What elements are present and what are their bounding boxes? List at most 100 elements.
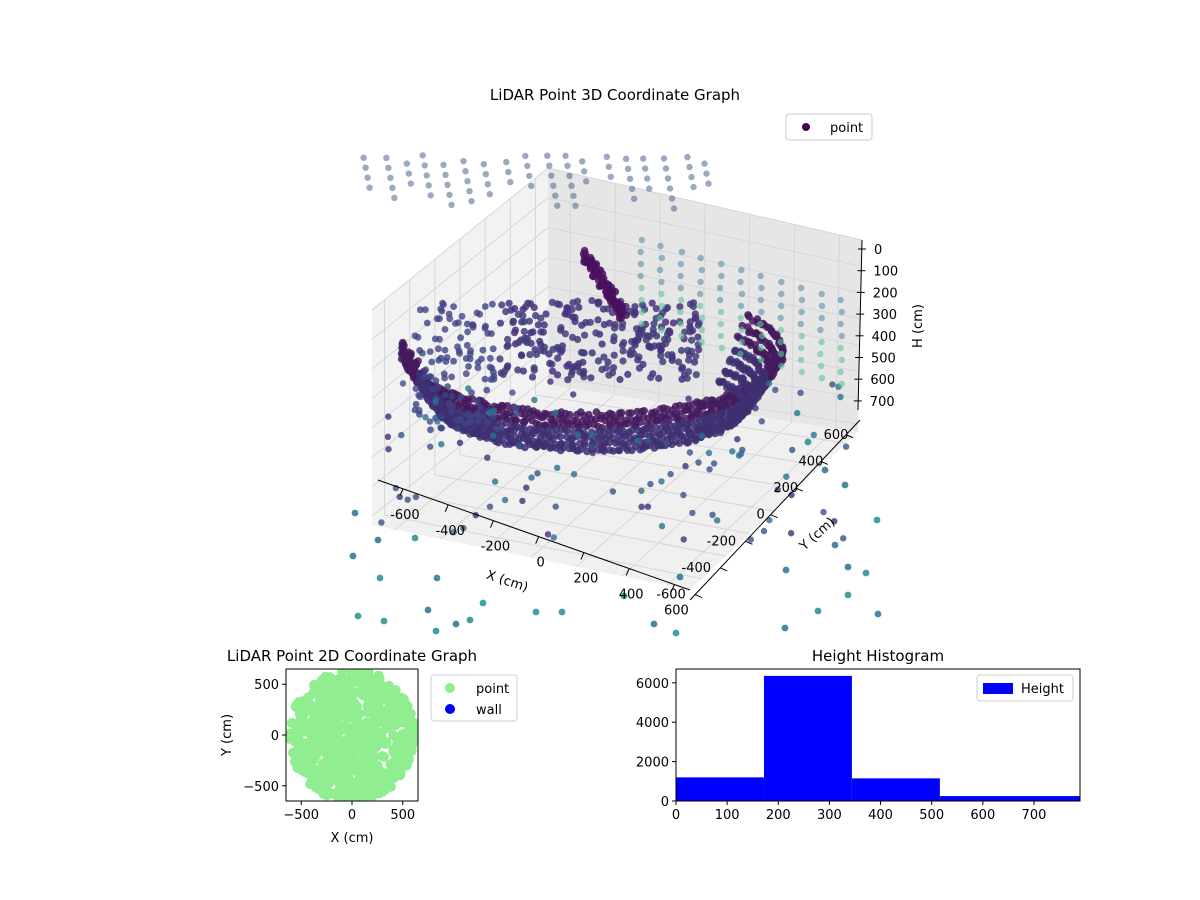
- scatter2d-point: [316, 675, 327, 686]
- scatter3d-point: [620, 339, 628, 347]
- scatter3d-point: [684, 153, 691, 161]
- scatter3d-point: [758, 308, 765, 316]
- scatter2d-point: [340, 678, 351, 689]
- scatter3d-point: [528, 182, 535, 190]
- scatter3d-point: [457, 334, 464, 342]
- scatter3d-point: [676, 573, 684, 581]
- scatter3d-point: [580, 438, 589, 447]
- scatter2d-point: [287, 747, 298, 758]
- scatter3d-point: [664, 351, 672, 359]
- scatter2d-point: [316, 730, 327, 741]
- scatter3d-point: [558, 608, 566, 616]
- scatter3d-point: [464, 178, 471, 185]
- scatter3d-floor-gridline: [621, 421, 792, 577]
- scatter3d-back-gridline: [547, 226, 862, 294]
- scatter3d-point: [678, 332, 685, 340]
- scatter2d-point: [377, 751, 388, 761]
- scatter3d-point: [554, 464, 561, 471]
- scatter3d-point: [685, 395, 692, 402]
- scatter3d-points: [349, 152, 882, 637]
- scatter3d-point: [522, 152, 529, 160]
- scatter3d-point: [655, 374, 663, 382]
- scatter3d-point: [804, 438, 812, 446]
- scatter3d-point: [810, 431, 817, 439]
- scatter3d-left-gridline: [371, 286, 549, 429]
- scatter3d-point: [637, 260, 645, 268]
- scatter3d-point: [698, 432, 705, 439]
- scatter3d-point: [565, 410, 574, 419]
- scatter2d-point: [325, 681, 336, 692]
- scatter3d-point: [582, 319, 590, 327]
- scatter3d-point: [530, 364, 538, 372]
- scatter3d-point: [458, 312, 466, 320]
- scatter3d-back-gridline: [791, 224, 796, 422]
- scatter3d-point: [778, 278, 785, 286]
- scatter2d-point: [317, 767, 328, 778]
- scatter2d-x-tick-label: 500: [390, 808, 415, 823]
- scatter3d-point: [638, 308, 646, 316]
- scatter3d-point: [605, 163, 612, 170]
- scatter3d-point: [556, 432, 565, 441]
- scatter3d-point: [505, 168, 512, 176]
- scatter3d-point: [583, 178, 590, 185]
- scatter3d-point: [698, 326, 706, 334]
- histogram-y-tick-label: 0: [661, 795, 669, 810]
- scatter3d-point: [781, 624, 789, 632]
- scatter3d-point: [677, 260, 685, 268]
- scatter3d-point: [646, 185, 653, 192]
- scatter3d-point: [425, 182, 432, 189]
- scatter3d-point: [463, 320, 471, 328]
- scatter3d-point: [650, 320, 658, 328]
- scatter3d-point: [416, 411, 423, 418]
- scatter3d-point: [531, 396, 538, 404]
- scatter3d-x-tick-label: 600: [664, 604, 689, 619]
- scatter3d-point: [504, 341, 512, 349]
- scatter3d-point: [657, 242, 664, 250]
- scatter2d-legend-point-label: point: [476, 682, 509, 697]
- scatter3d-point: [481, 375, 489, 383]
- scatter3d-y-tick: [720, 567, 728, 572]
- scatter2d-point: [354, 669, 364, 679]
- scatter3d-point: [405, 170, 412, 177]
- scatter3d-point: [360, 154, 367, 161]
- scatter3d-point: [412, 385, 420, 392]
- scatter2d-point: [335, 701, 346, 711]
- scatter3d-z-tick-label: 700: [870, 395, 895, 410]
- scatter3d-point: [524, 162, 531, 170]
- scatter3d-point: [631, 309, 639, 317]
- scatter3d-point: [635, 364, 644, 372]
- scatter3d-point: [619, 357, 627, 365]
- scatter3d-point: [502, 308, 510, 316]
- scatter3d-point: [440, 161, 447, 168]
- scatter3d-point: [615, 446, 624, 455]
- scatter3d-point: [664, 175, 672, 182]
- scatter3d-y-tick-label: 400: [798, 454, 823, 469]
- scatter2d-point: [319, 706, 330, 717]
- scatter3d-point: [697, 302, 704, 310]
- scatter3d-point: [498, 301, 506, 309]
- scatter2d-point: [406, 746, 417, 756]
- scatter3d-y-tick-label: -400: [682, 561, 712, 576]
- scatter3d-point: [579, 349, 587, 357]
- scatter3d-point: [530, 303, 538, 312]
- scatter2d-x-tick-label: 0: [348, 808, 356, 823]
- scatter3d-point: [440, 370, 448, 378]
- scatter3d-point: [677, 425, 686, 433]
- histogram-legend-label: Height: [1021, 682, 1064, 697]
- scatter3d-legend: point: [785, 113, 873, 141]
- scatter3d-point: [636, 418, 645, 427]
- scatter3d-point: [557, 348, 565, 356]
- scatter3d-point: [540, 321, 548, 329]
- scatter3d-x-tick: [489, 520, 494, 528]
- scatter3d-point: [446, 315, 454, 323]
- scatter3d-point: [814, 607, 822, 615]
- scatter3d-ticks: -600-400-2000200400600-600-400-200020040…: [390, 243, 898, 619]
- scatter3d-point: [376, 574, 384, 582]
- scatter3d-point: [645, 438, 652, 445]
- scatter3d-point: [638, 296, 645, 304]
- scatter2d-point: [364, 700, 375, 711]
- scatter3d-point: [777, 326, 785, 334]
- scatter3d-point: [514, 366, 522, 374]
- scatter2d-point: [323, 749, 334, 760]
- scatter3d-point: [778, 362, 785, 370]
